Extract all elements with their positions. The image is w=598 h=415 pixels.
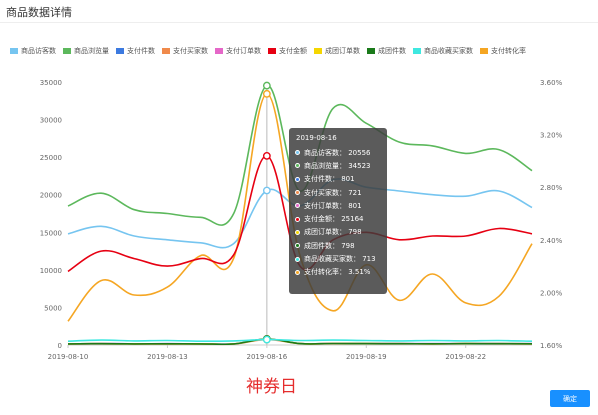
x-tick-label: 2019-08-19 — [346, 353, 387, 361]
tooltip-text: 商品浏览量： 34523 — [304, 161, 371, 170]
tooltip-row: 商品访客数： 20556 — [295, 146, 387, 159]
tooltip-text: 成团件数： 798 — [304, 241, 355, 250]
tooltip-dot — [295, 256, 300, 262]
y-left-tick-label: 10000 — [40, 267, 62, 275]
legend-label: 支付订单数 — [226, 47, 261, 55]
legend-item[interactable]: 商品访客数 — [10, 46, 56, 56]
y-right-tick-label: 3.60% — [540, 79, 563, 87]
legend-swatch — [480, 48, 488, 54]
legend-label: 支付件数 — [127, 47, 155, 55]
legend-swatch — [314, 48, 322, 54]
legend-label: 支付买家数 — [173, 47, 208, 55]
tooltip-text: 支付金额： 25164 — [304, 215, 364, 224]
x-tick-label: 2019-08-13 — [147, 353, 188, 361]
legend-swatch — [10, 48, 18, 54]
legend-label: 支付转化率 — [491, 47, 526, 55]
tooltip-text: 商品访客数： 20556 — [304, 148, 371, 157]
tooltip-dot — [295, 150, 300, 156]
series-point — [262, 89, 271, 98]
y-right-tick-label: 1.60% — [540, 342, 563, 350]
tooltip-dot — [295, 229, 300, 235]
tooltip-row: 成团件数： 798 — [295, 239, 387, 252]
tooltip-dot — [295, 163, 300, 169]
y-right-tick-label: 2.80% — [540, 184, 563, 192]
tooltip-row: 支付转化率： 3.51% — [295, 266, 387, 279]
tooltip-row: 支付买家数： 721 — [295, 186, 387, 199]
series-point — [262, 335, 271, 344]
annotation-label: 神券日 — [246, 377, 297, 397]
tooltip-row: 成团订单数： 798 — [295, 226, 387, 239]
series-line — [67, 338, 533, 346]
legend-item[interactable]: 支付买家数 — [162, 46, 208, 56]
tooltip-text: 商品收藏买家数： 713 — [304, 255, 376, 264]
tooltip-row: 支付件数： 801 — [295, 173, 387, 186]
legend-label: 成团订单数 — [325, 47, 360, 55]
tooltip-row: 商品收藏买家数： 713 — [295, 252, 387, 265]
legend-label: 支付金额 — [279, 47, 307, 55]
tooltip-dot — [295, 216, 300, 222]
tooltip-date: 2019-08-16 — [296, 134, 337, 142]
tooltip-text: 支付转化率： 3.51% — [304, 268, 371, 277]
legend-item[interactable]: 成团订单数 — [314, 46, 360, 56]
legend-item[interactable]: 成团件数 — [367, 46, 406, 56]
ok-button[interactable]: 确定 — [550, 390, 590, 407]
legend-item[interactable]: 商品浏览量 — [63, 46, 109, 56]
tooltip-text: 支付买家数： 721 — [304, 188, 362, 197]
legend-swatch — [116, 48, 124, 54]
legend-swatch — [367, 48, 375, 54]
series-point — [262, 81, 271, 90]
y-left-tick-label: 30000 — [40, 117, 62, 125]
tooltip-row: 商品浏览量： 34523 — [295, 159, 387, 172]
legend-item[interactable]: 支付订单数 — [215, 46, 261, 56]
legend-item[interactable]: 支付金额 — [268, 46, 307, 56]
x-tick-label: 2019-08-22 — [445, 353, 486, 361]
legend-item[interactable]: 支付转化率 — [480, 46, 526, 56]
legend-item[interactable]: 支付件数 — [116, 46, 155, 56]
legend-label: 商品浏览量 — [74, 47, 109, 55]
legend-item[interactable]: 商品收藏买家数 — [413, 46, 473, 56]
y-right-tick-label: 3.20% — [540, 132, 563, 140]
chart-tooltip: 2019-08-16 商品访客数： 20556 商品浏览量： 34523 支付件数：… — [289, 128, 387, 294]
legend-swatch — [162, 48, 170, 54]
legend-swatch — [215, 48, 223, 54]
y-right-tick-label: 2.00% — [540, 289, 563, 297]
series-point — [262, 186, 271, 195]
tooltip-text: 支付件数： 801 — [304, 175, 355, 184]
y-left-tick-label: 5000 — [44, 304, 62, 312]
legend-label: 商品访客数 — [21, 47, 56, 55]
y-left-tick-label: 0 — [58, 342, 62, 350]
tooltip-text: 成团订单数： 798 — [304, 228, 362, 237]
y-left-tick-label: 15000 — [40, 229, 62, 237]
header-divider — [0, 22, 598, 23]
tooltip-dot — [295, 190, 300, 196]
series-point — [262, 152, 271, 160]
tooltip-row: 支付订单数： 801 — [295, 199, 387, 212]
chart-legend: 商品访客数 商品浏览量 支付件数 支付买家数 支付订单数 支付金额 成团订单数 成团件数 商品收… — [10, 46, 533, 56]
legend-swatch — [63, 48, 71, 54]
tooltip-dot — [295, 203, 300, 209]
y-left-tick-label: 25000 — [40, 154, 62, 162]
y-left-tick-label: 35000 — [40, 79, 62, 87]
series-line — [67, 92, 533, 322]
page-title: 商品数据详情 — [6, 6, 72, 19]
tooltip-row: 支付金额： 25164 — [295, 212, 387, 225]
x-tick-label: 2019-08-16 — [247, 353, 288, 361]
legend-swatch — [268, 48, 276, 54]
legend-label: 商品收藏买家数 — [424, 47, 473, 55]
tooltip-dot — [295, 269, 300, 275]
tooltip-text: 支付订单数： 801 — [304, 201, 362, 210]
x-tick-label: 2019-08-10 — [48, 353, 89, 361]
tooltip-dot — [295, 176, 300, 182]
series-line — [67, 338, 533, 343]
y-right-tick-label: 2.40% — [540, 237, 563, 245]
legend-label: 成团件数 — [378, 47, 406, 55]
y-left-tick-label: 20000 — [40, 192, 62, 200]
tooltip-dot — [295, 243, 300, 249]
legend-swatch — [413, 48, 421, 54]
